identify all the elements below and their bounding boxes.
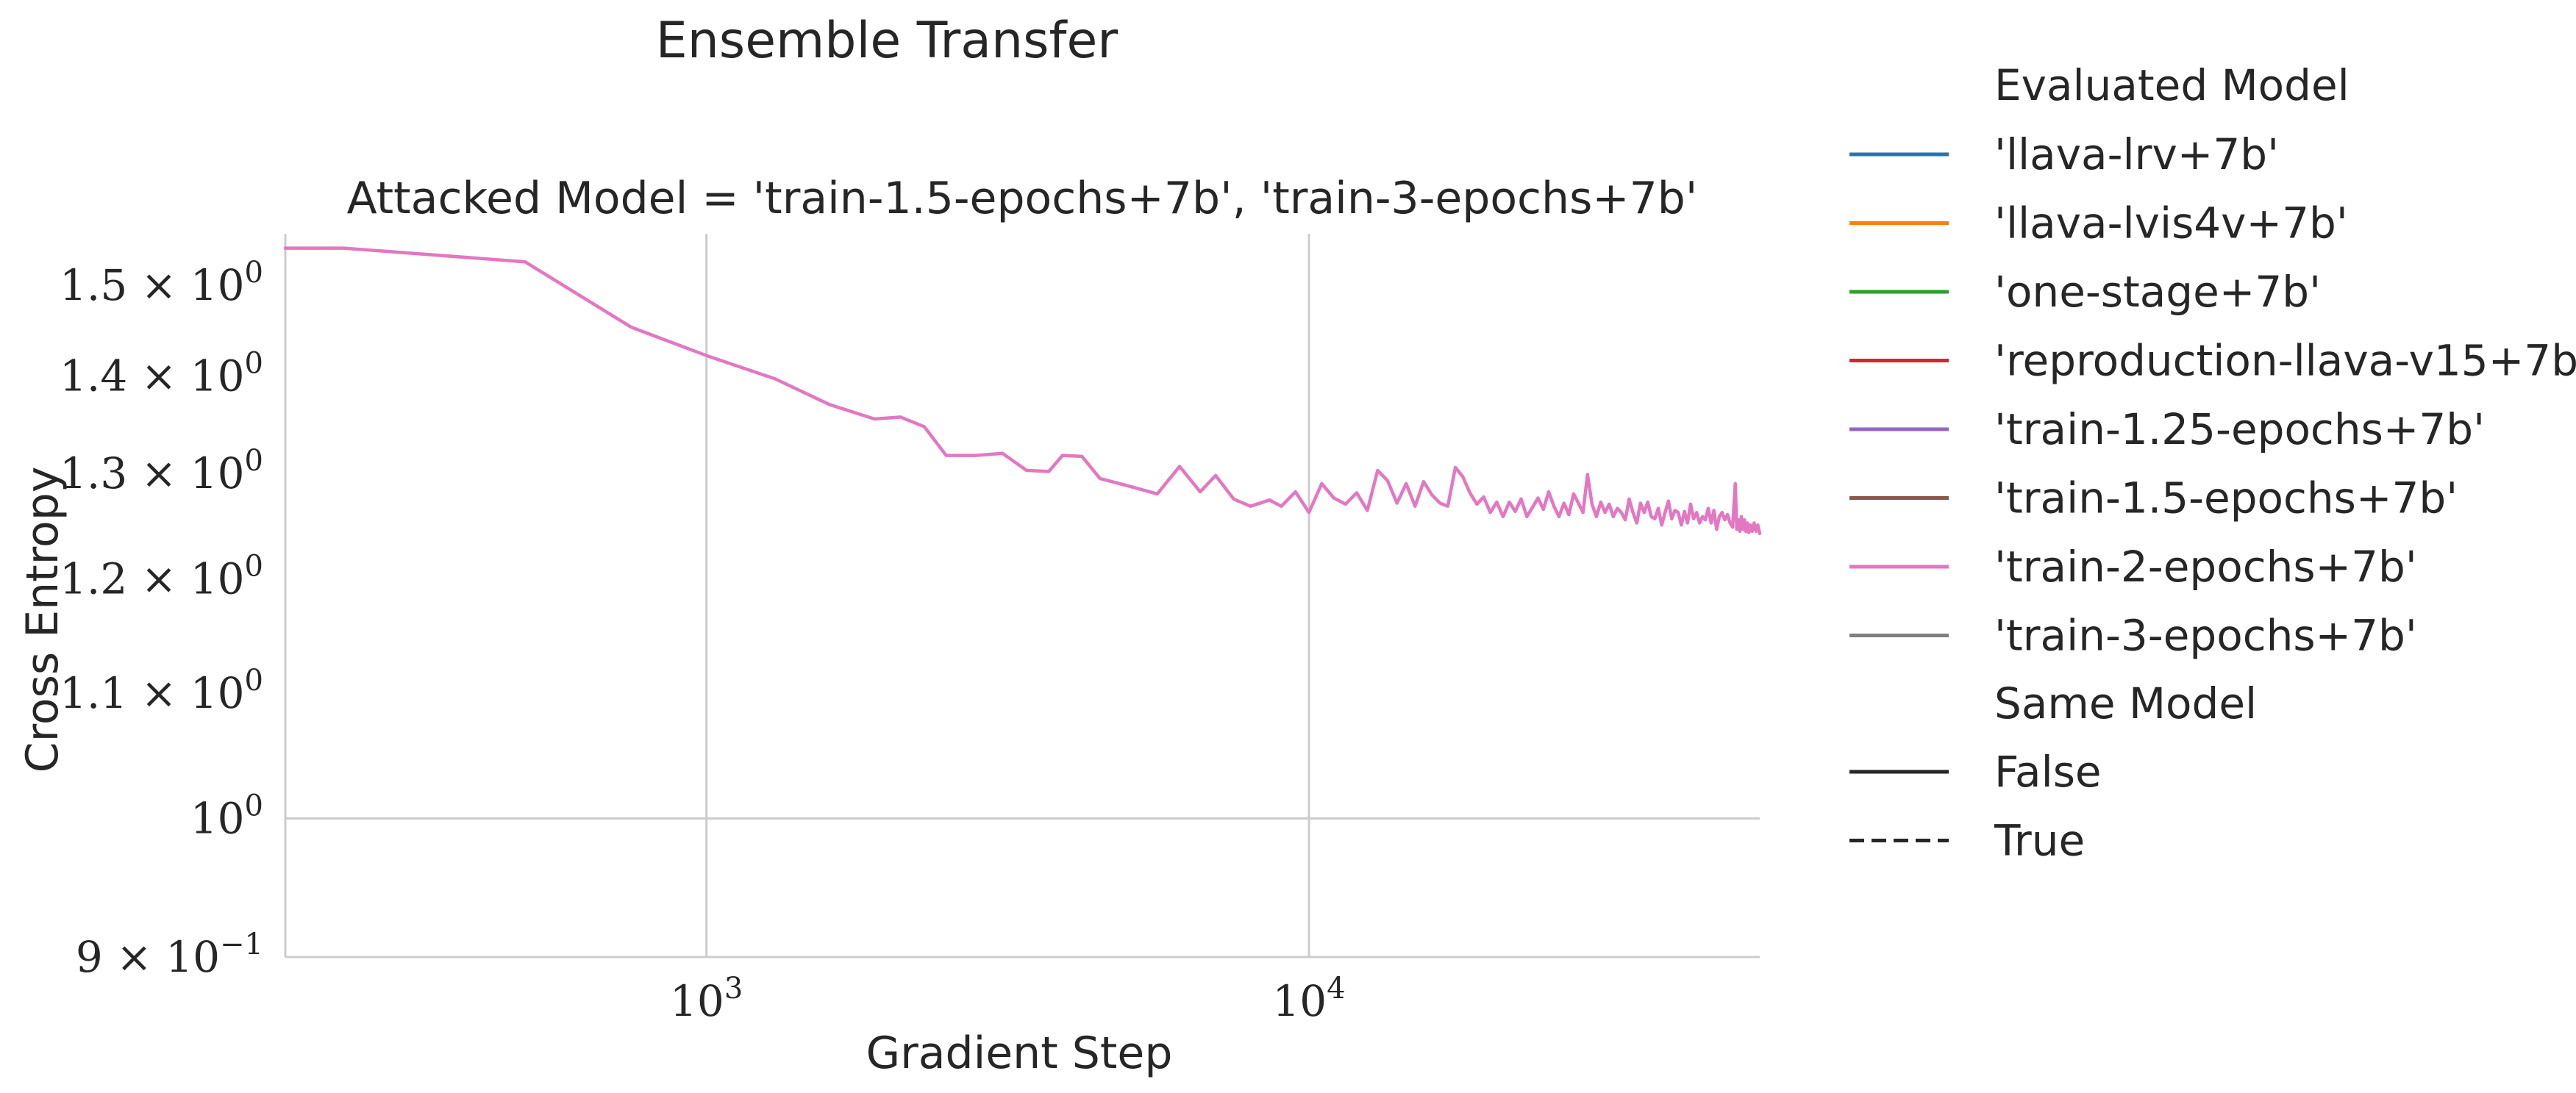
legend-label: 'one-stage+7b' [1994, 267, 2321, 317]
legend-style-label: True [1994, 816, 2085, 866]
y-tick-labels: 1.5 × 100 1.4 × 100 1.3 × 100 1.2 × 100 1.1 … [60, 256, 263, 982]
legend-label: 'train-3-epochs+7b' [1994, 611, 2417, 661]
y-tick-label: 1.2 × 100 [60, 549, 263, 603]
axes [284, 234, 1760, 958]
x-tick-labels: 103 104 [670, 972, 1346, 1026]
chart-title: Attacked Model = 'train-1.5-epochs+7b', … [347, 173, 1698, 224]
legend-label: 'llava-lrv+7b' [1994, 129, 2279, 179]
legend-label: 'reproduction-llava-v15+7b' [1994, 336, 2576, 386]
legend-hue-entries: 'llava-lrv+7b' 'llava-lvis4v+7b' 'one-stag… [1849, 129, 2576, 661]
x-axis-label: Gradient Step [866, 1028, 1173, 1079]
grid-lines [285, 234, 1760, 957]
legend-style-entries: False True [1849, 747, 2102, 866]
legend: Evaluated Model 'llava-lrv+7b' 'llava-lvi… [1849, 60, 2576, 866]
series-line [283, 246, 1762, 536]
y-tick-label: 1.5 × 100 [60, 256, 263, 310]
x-tick-label: 104 [1272, 972, 1345, 1026]
legend-label: 'train-1.5-epochs+7b' [1994, 473, 2458, 523]
legend-label: 'train-1.25-epochs+7b' [1994, 404, 2485, 454]
y-tick-label: 100 [190, 789, 263, 844]
y-tick-label: 1.4 × 100 [60, 347, 263, 401]
legend-style-title: Same Model [1994, 678, 2257, 728]
y-axis-label: Cross Entropy [17, 467, 68, 773]
y-tick-label: 1.3 × 100 [60, 444, 263, 498]
x-tick-label: 103 [670, 972, 743, 1026]
legend-hue-title: Evaluated Model [1994, 60, 2350, 110]
y-tick-label: 1.1 × 100 [60, 664, 263, 718]
y-tick-label: 9 × 10−1 [76, 928, 263, 982]
chart-suptitle: Ensemble Transfer [656, 12, 1118, 70]
series-layer [283, 246, 1762, 536]
legend-label: 'llava-lvis4v+7b' [1994, 198, 2348, 248]
legend-label: 'train-2-epochs+7b' [1994, 542, 2417, 592]
legend-style-label: False [1994, 747, 2102, 797]
